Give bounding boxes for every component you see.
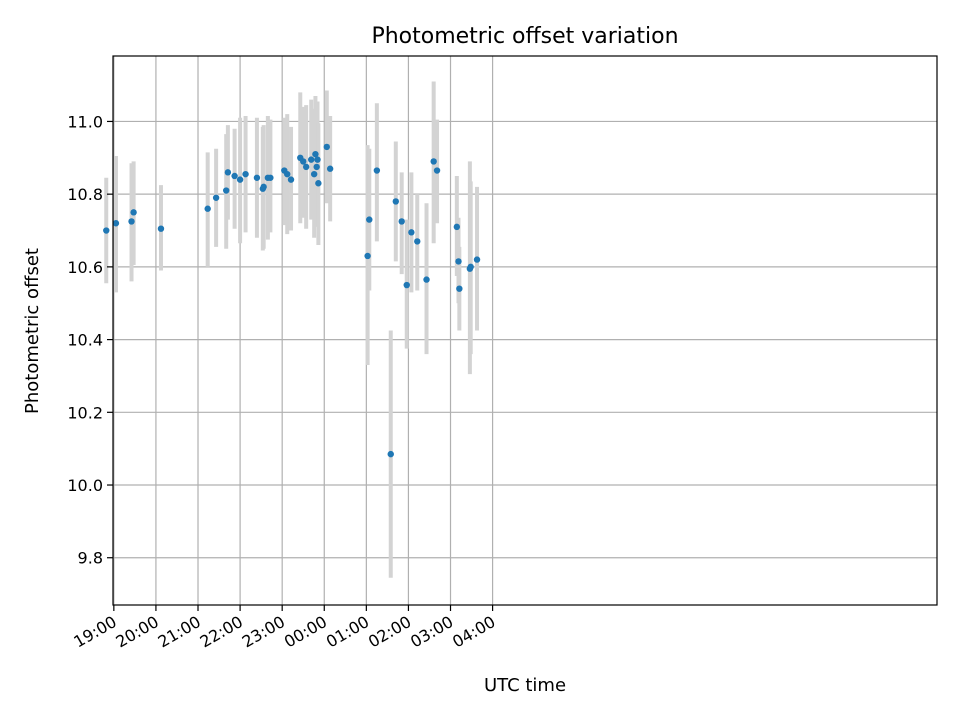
- data-point: [387, 450, 394, 458]
- data-point: [310, 170, 318, 178]
- data-point: [467, 263, 474, 271]
- data-point: [267, 174, 274, 181]
- data-point: [392, 198, 400, 205]
- y-tick-label: 10.4: [67, 331, 103, 350]
- data-point: [414, 238, 421, 245]
- data-point: [157, 225, 165, 232]
- data-point: [308, 156, 315, 163]
- data-point: [423, 276, 430, 283]
- y-tick-label: 9.8: [78, 549, 103, 568]
- data-point: [260, 183, 267, 191]
- data-point: [315, 180, 322, 187]
- data-point: [453, 223, 461, 231]
- data-point: [253, 174, 261, 181]
- data-point: [433, 167, 441, 174]
- data-point: [212, 194, 220, 201]
- data-point: [242, 170, 249, 178]
- data-point: [236, 176, 244, 183]
- data-point: [456, 285, 463, 292]
- y-tick-label: 10.8: [67, 185, 103, 204]
- y-tick-label: 10.2: [67, 403, 103, 422]
- data-point: [366, 216, 373, 223]
- data-point: [312, 150, 319, 158]
- data-points: [103, 143, 481, 458]
- data-point: [364, 252, 371, 260]
- data-point: [224, 169, 232, 176]
- data-point: [323, 143, 330, 151]
- data-point: [204, 205, 211, 212]
- y-axis-label: Photometric offset: [22, 248, 43, 414]
- data-point: [112, 220, 120, 227]
- data-point: [223, 187, 230, 194]
- y-tick-label: 10.0: [67, 476, 103, 495]
- chart-title: Photometric offset variation: [371, 24, 678, 49]
- data-point: [313, 163, 320, 171]
- y-axis: 9.8 10.0 10.2 10.4 10.6 10.8 11.0: [67, 112, 113, 568]
- data-point: [128, 218, 135, 225]
- data-point: [103, 227, 110, 234]
- data-point: [430, 158, 437, 165]
- x-axis-label: UTC time: [484, 675, 566, 696]
- data-point: [231, 172, 238, 180]
- data-point: [287, 176, 295, 183]
- data-point: [373, 167, 381, 174]
- data-point: [398, 218, 405, 225]
- data-point: [408, 229, 415, 236]
- data-point: [403, 281, 410, 289]
- data-point: [302, 163, 310, 171]
- data-point: [455, 258, 462, 265]
- data-point: [326, 165, 334, 172]
- data-point: [284, 170, 291, 178]
- data-point: [473, 256, 481, 263]
- data-point: [314, 156, 321, 163]
- plot-frame: [112, 55, 938, 606]
- y-tick-label: 10.6: [67, 258, 103, 277]
- data-point: [300, 158, 307, 165]
- y-tick-label: 11.0: [67, 112, 103, 131]
- plot-area: [113, 56, 937, 605]
- data-point: [130, 209, 137, 216]
